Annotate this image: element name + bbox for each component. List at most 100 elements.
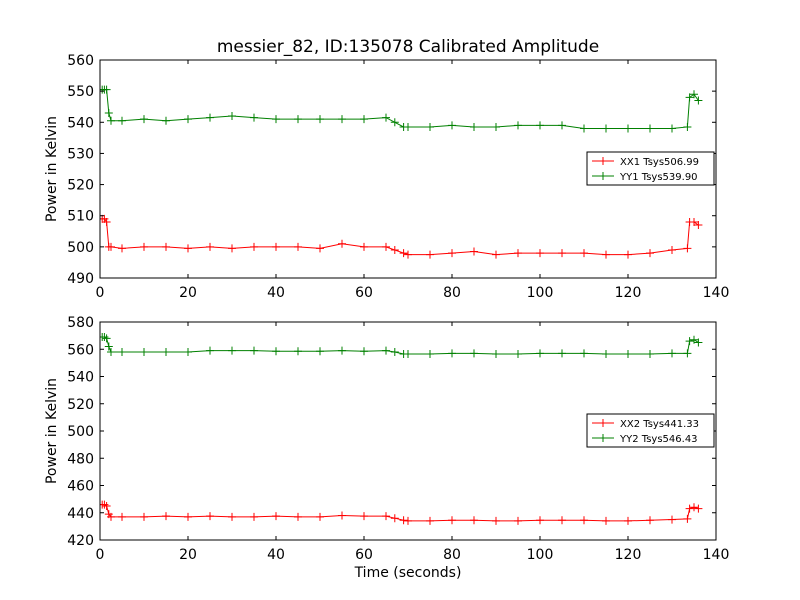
data-point (140, 512, 148, 521)
data-point (102, 501, 111, 510)
data-point (602, 250, 610, 259)
data-point (668, 124, 676, 133)
y-tick-label: 460 (67, 479, 94, 495)
data-point (162, 347, 170, 356)
data-point (470, 122, 478, 131)
y-tick-label: 480 (67, 451, 94, 467)
data-point (206, 242, 214, 251)
data-point (492, 122, 500, 131)
series-2-2 (100, 332, 703, 359)
data-point (250, 113, 258, 122)
data-point (404, 250, 412, 259)
legend-label: XX2 Tsys441.33 (620, 419, 699, 430)
data-point (580, 249, 588, 258)
data-point (272, 242, 280, 251)
x-tick-label: 0 (96, 285, 105, 301)
data-point (107, 347, 115, 356)
series-1-2 (100, 85, 703, 133)
data-point (316, 115, 324, 124)
data-point (694, 504, 703, 513)
data-point (272, 115, 280, 124)
data-point (118, 116, 126, 125)
data-point (107, 116, 115, 125)
data-point (646, 350, 654, 359)
data-point (514, 121, 522, 130)
data-point (382, 113, 390, 122)
data-point (206, 113, 214, 122)
data-point (470, 516, 478, 525)
data-point (404, 350, 412, 359)
x-tick-label: 120 (615, 285, 642, 301)
legend-swatch-marker (599, 419, 607, 427)
data-point (602, 124, 610, 133)
legend-swatch-marker (599, 172, 607, 180)
data-point (390, 347, 399, 356)
y-tick-label: 520 (67, 178, 94, 194)
data-point (104, 108, 113, 117)
x-tick-label: 40 (267, 285, 285, 301)
legend-box (586, 151, 715, 186)
data-point (426, 122, 434, 131)
data-point (624, 250, 632, 259)
data-point (316, 244, 324, 253)
data-point (102, 217, 111, 226)
data-point (390, 245, 399, 254)
data-point (690, 217, 698, 226)
data-point (558, 249, 566, 258)
data-point (448, 516, 456, 525)
data-point (102, 85, 111, 94)
data-point (228, 112, 236, 121)
data-point (536, 516, 544, 525)
data-point (118, 244, 126, 253)
data-point (360, 242, 368, 251)
data-point (683, 244, 692, 253)
data-point (118, 512, 126, 521)
data-point (228, 346, 236, 355)
data-point (668, 349, 676, 358)
x-tick-label: 0 (96, 547, 105, 563)
data-point (294, 115, 302, 124)
data-point (690, 335, 698, 344)
data-point (162, 242, 170, 251)
legend-label: YY2 Tsys546.43 (619, 434, 698, 445)
x-tick-label: 20 (179, 285, 197, 301)
data-point (294, 242, 302, 251)
x-tick-label: 80 (443, 547, 461, 563)
x-tick-label: 80 (443, 285, 461, 301)
chart-panels: 0 20 40 60 80 100 120 140 490 500 510 520 530 540 550 5… (44, 37, 729, 581)
data-point (558, 121, 566, 130)
series-2-1 (100, 500, 703, 525)
data-point (514, 350, 522, 359)
data-point (580, 349, 588, 358)
data-point (492, 516, 500, 525)
data-point (184, 244, 192, 253)
data-point (602, 516, 610, 525)
data-point (646, 124, 654, 133)
data-point (683, 514, 692, 523)
x-axis-label: Time (seconds) (354, 565, 462, 581)
data-point (624, 350, 632, 359)
plot-frame (99, 59, 717, 279)
data-point (272, 347, 280, 356)
data-point (558, 516, 566, 525)
y-tick-label: 550 (67, 84, 94, 100)
data-point (558, 349, 566, 358)
data-point (470, 247, 478, 256)
data-point (316, 512, 324, 521)
x-tick-label: 120 (615, 547, 642, 563)
data-point (668, 245, 676, 254)
y-tick-label: 510 (67, 209, 94, 225)
data-point (382, 242, 390, 251)
data-point (448, 121, 456, 130)
data-point (338, 346, 346, 355)
data-point (140, 115, 148, 124)
chart-title: messier_82, ID:135078 Calibrated Amplitu… (217, 37, 599, 57)
data-point (624, 516, 632, 525)
y-tick-label: 580 (67, 315, 94, 331)
x-tick-label: 20 (179, 547, 197, 563)
legend: XX1 Tsys506.99 YY1 Tsys539.90 (586, 151, 715, 186)
data-point (624, 124, 632, 133)
legend-entry: YY1 Tsys539.90 (592, 172, 698, 183)
data-point (536, 121, 544, 130)
